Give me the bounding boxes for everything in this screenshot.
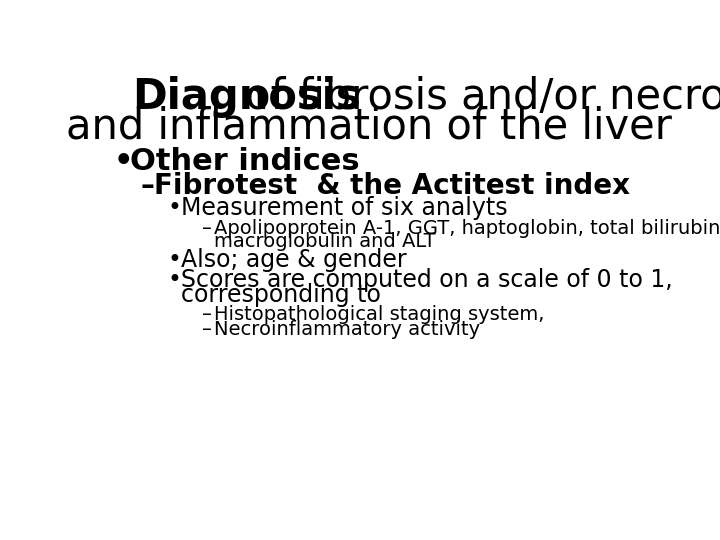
Text: •: •: [168, 268, 181, 292]
Text: –: –: [202, 320, 212, 339]
Text: of fibrosis and/or necrosis: of fibrosis and/or necrosis: [232, 76, 720, 118]
Text: •: •: [168, 248, 181, 272]
Text: Histopathological staging system,: Histopathological staging system,: [214, 305, 544, 324]
Text: Apolipoprotein A-1, GGT, haptoglobin, total bilirubin, alpha-2: Apolipoprotein A-1, GGT, haptoglobin, to…: [214, 219, 720, 238]
Text: Necroinflammatory activity: Necroinflammatory activity: [214, 320, 480, 339]
Text: –: –: [202, 305, 212, 324]
Text: Measurement of six analyts: Measurement of six analyts: [181, 196, 508, 220]
Text: and inflammation of the liver: and inflammation of the liver: [66, 105, 672, 147]
Text: macroglobulin and ALT: macroglobulin and ALT: [214, 232, 436, 251]
Text: Diagnosis: Diagnosis: [132, 76, 361, 118]
Text: •: •: [113, 146, 132, 176]
Text: –: –: [202, 219, 212, 238]
Text: •: •: [168, 196, 181, 220]
Text: Fibrotest  & the Actitest index: Fibrotest & the Actitest index: [153, 172, 629, 200]
Text: –: –: [140, 172, 154, 200]
Text: Scores are computed on a scale of 0 to 1,: Scores are computed on a scale of 0 to 1…: [181, 268, 673, 292]
Text: corresponding to: corresponding to: [181, 283, 382, 307]
Text: Other indices: Other indices: [130, 146, 360, 176]
Text: Also; age & gender: Also; age & gender: [181, 248, 407, 272]
